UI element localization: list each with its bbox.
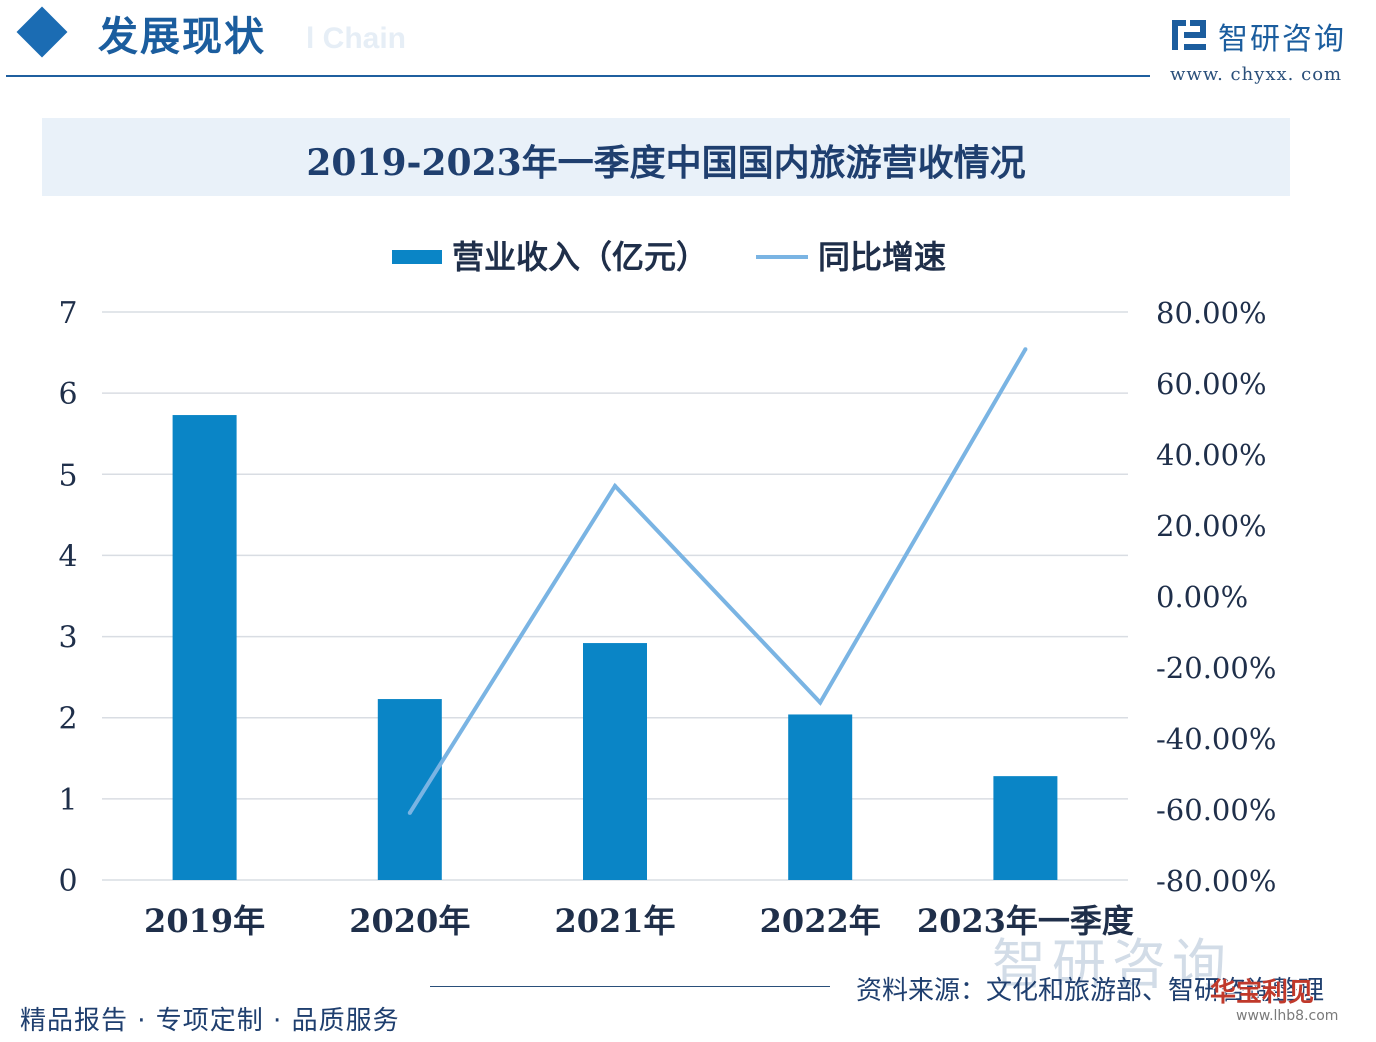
chart-title: 2019-2023年一季度中国国内旅游营收情况 [306, 142, 1026, 184]
x-tick-label: 2021年 [554, 902, 675, 940]
revenue-bar [172, 415, 237, 880]
y-right-tick-label: 60.00% [1156, 367, 1267, 401]
revenue-bar [583, 643, 647, 880]
y-right-tick-label: 40.00% [1156, 438, 1267, 472]
y-right-tick-label: -60.00% [1156, 793, 1276, 827]
y-right-tick-label: 80.00% [1156, 296, 1267, 330]
diamond-icon [16, 6, 68, 58]
revenue-bar [993, 776, 1058, 880]
revenue-bar [377, 699, 442, 880]
chart-area: 0 1 2 3 4 5 6 7 -80.00% -60.00% -40.00% -20.00% 0.00… [58, 238, 1276, 940]
legend-line-label: 同比增速 [818, 238, 946, 276]
watermark-text: 智研咨询 [992, 933, 1232, 996]
x-tick-label: 2019年 [144, 902, 265, 940]
y-right-tick-label: -40.00% [1156, 722, 1276, 756]
footer-divider [430, 986, 830, 987]
growth-point [818, 700, 823, 705]
revenue-bar [788, 714, 853, 880]
y-left-tick-label: 4 [58, 539, 77, 574]
axis-layer: 0 1 2 3 4 5 6 7 -80.00% -60.00% -40.00% -20.00% 0.00… [58, 296, 1276, 940]
corner-watermark: 华宝利见 [1210, 978, 1315, 1008]
chart-title-band: 2019-2023年一季度中国国内旅游营收情况 [42, 118, 1290, 196]
brand-url: www. chyxx. com [1170, 64, 1343, 85]
growth-point [1023, 347, 1028, 352]
source-note: 资料来源：文化和旅游部、智研咨询整理 [856, 976, 1325, 1006]
legend-bar-label: 营业收入（亿元） [452, 238, 708, 276]
report-header: 发展现状 l Chain 智研咨询 www. chyxx. com [0, 0, 1376, 100]
y-left-tick-label: 5 [58, 458, 77, 493]
y-right-tick-label: -20.00% [1156, 651, 1276, 685]
bar-layer [172, 415, 1058, 880]
y-right-tick-label: -80.00% [1156, 864, 1276, 898]
section-title: 发展现状 [98, 13, 266, 60]
footer-slogan: 精品报告 · 专项定制 · 品质服务 [20, 1006, 400, 1036]
growth-point [407, 810, 412, 815]
growth-point [613, 483, 617, 488]
legend-layer: 营业收入（亿元） 同比增速 [392, 238, 946, 276]
grid-layer [102, 311, 1128, 881]
brand-logo-icon [1172, 20, 1206, 50]
y-right-tick-label: 20.00% [1156, 509, 1267, 543]
header-divider [6, 75, 1150, 77]
section-ghost-text: l Chain [306, 22, 407, 55]
line-layer [407, 347, 1028, 815]
x-tick-label: 2020年 [349, 902, 470, 940]
brand-name: 智研咨询 [1218, 22, 1346, 57]
y-left-tick-label: 7 [58, 296, 77, 331]
y-left-tick-label: 0 [58, 864, 77, 899]
legend-bar-swatch [392, 250, 442, 264]
y-left-tick-label: 6 [58, 377, 77, 412]
corner-watermark-url: www.lhb8.com [1236, 1008, 1339, 1024]
y-left-tick-label: 2 [58, 702, 77, 737]
growth-line [408, 348, 1028, 814]
y-left-tick-label: 3 [58, 621, 77, 656]
y-right-tick-label: 0.00% [1156, 580, 1248, 614]
x-tick-label: 2022年 [760, 902, 881, 940]
x-tick-label: 2023年一季度 [917, 902, 1134, 940]
y-left-tick-label: 1 [58, 783, 77, 818]
